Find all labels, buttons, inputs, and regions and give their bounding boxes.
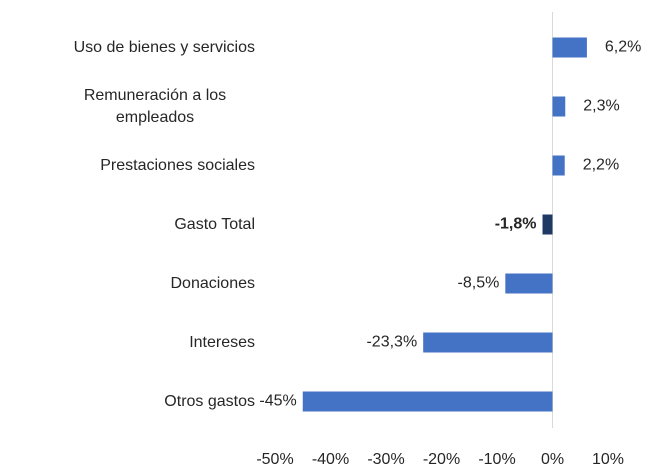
x-tick-label: -20% — [423, 451, 460, 468]
category-label-wrap: Gasto Total — [0, 195, 255, 254]
x-tick-label: -40% — [312, 451, 349, 468]
category-label-wrap: Prestaciones sociales — [0, 136, 255, 195]
category-label: Remuneración a los empleados — [83, 86, 227, 126]
x-tick-label: -10% — [478, 451, 515, 468]
category-label-wrap: Remuneración a los empleados — [0, 77, 255, 136]
bar — [423, 332, 553, 353]
value-label: 2,2% — [583, 157, 619, 174]
bar — [552, 96, 566, 117]
category-label: Gasto Total — [174, 215, 255, 233]
value-label: 2,3% — [583, 98, 619, 115]
category-label-wrap: Donaciones — [0, 254, 256, 313]
x-tick-label: -30% — [367, 451, 404, 468]
category-label: Otros gastos — [164, 392, 255, 410]
bar — [552, 37, 587, 58]
value-label: -1,8% — [495, 216, 537, 233]
category-label-box: Prestaciones sociales — [0, 136, 255, 195]
category-label: Uso de bienes y servicios — [73, 38, 255, 56]
category-label-box: Uso de bienes y servicios — [0, 18, 255, 77]
bar — [302, 391, 553, 412]
category-label-box: Remuneración a los empleados — [0, 77, 255, 136]
value-label: -23,3% — [366, 334, 417, 351]
value-label: -8,5% — [458, 275, 500, 292]
x-tick-label: -50% — [256, 451, 293, 468]
x-tick-label: 10% — [592, 451, 624, 468]
value-label: -45% — [259, 393, 296, 410]
bar — [542, 214, 553, 235]
bar — [505, 273, 553, 294]
category-label: Prestaciones sociales — [100, 156, 255, 174]
category-label-box: Otros gastos — [0, 372, 255, 431]
category-label: Donaciones — [170, 274, 256, 292]
category-label-box: Donaciones — [0, 254, 256, 313]
value-label: 6,2% — [605, 39, 641, 56]
category-label-box: Gasto Total — [0, 195, 255, 254]
category-label-wrap: Otros gastos — [0, 372, 255, 431]
bar — [552, 155, 565, 176]
category-label-box: Intereses — [0, 313, 255, 372]
x-tick-label: 0% — [541, 451, 564, 468]
category-label: Intereses — [189, 333, 255, 351]
category-label-wrap: Intereses — [0, 313, 255, 372]
category-label-wrap: Uso de bienes y servicios — [0, 18, 255, 77]
